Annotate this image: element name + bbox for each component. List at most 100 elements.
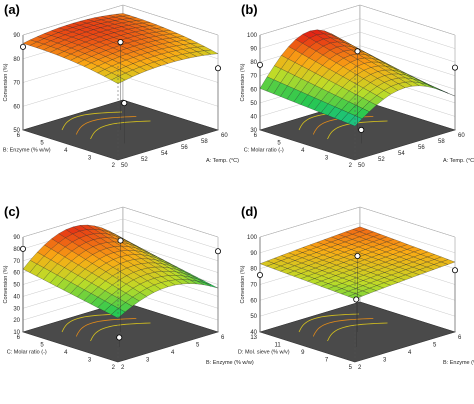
y-axis-label: D: Mol. sieve (% w/v) [238,350,290,356]
surface-facet [347,115,363,127]
z-tick-label: 70 [250,283,257,289]
z-tick-label: 90 [13,33,20,39]
x-tick-label: 2 [121,365,125,371]
z-tick-label: 90 [250,47,257,53]
z-tick-label: 70 [250,74,257,80]
z-tick-label: 50 [13,128,20,134]
z-tick-label: 50 [250,101,257,107]
x-tick-label: 54 [161,151,168,157]
x-tick-label: 56 [181,145,188,151]
x-tick-label: 6 [458,335,462,341]
y-tick-label: 4 [301,148,305,154]
x-tick-label: 4 [408,350,412,356]
x-axis-label: A: Temp. (°C) [206,158,239,164]
y-tick-label: 6 [254,133,258,139]
y-tick-label: 2 [349,163,353,169]
z-tick-label: 40 [250,330,257,336]
z-tick-label: 60 [250,298,257,304]
contour-line [61,111,123,131]
y-tick-label: 9 [301,350,305,356]
design-point-3 [19,43,26,50]
contour-line [90,322,151,342]
design-point-3 [451,267,458,274]
y-tick-label: 2 [112,163,116,169]
y-tick-label: 2 [112,365,116,371]
response-surface [22,224,219,319]
response-surface [259,226,456,300]
x-tick-label: 58 [438,139,445,145]
y-axis-label: B: Enzyme (% w/w) [3,148,51,154]
z-tick-label: 90 [250,251,257,257]
y-tick-label: 6 [17,133,21,139]
design-point-2 [256,61,263,68]
z-tick-label: 80 [13,247,20,253]
x-tick-label: 50 [121,163,128,169]
response-surface [259,29,456,127]
wall-gridline [259,206,456,238]
z-tick-label: 60 [13,271,20,277]
panel-label: (a) [4,2,20,17]
z-axis-label: Conversion (%) [240,265,246,303]
contour-line [327,120,388,140]
wall-gridline [22,206,219,238]
y-tick-label: 7 [325,358,329,364]
x-axis-label: B: Enzyme (% w/w) [206,360,254,366]
x-tick-label: 2 [358,365,362,371]
x-tick-label: 56 [418,145,425,151]
contour-line [75,318,137,337]
y-tick-label: 11 [275,343,282,349]
x-tick-label: 3 [383,358,387,364]
y-axis-label: C: Molar ratio (-) [7,350,47,356]
design-point-3 [214,248,221,255]
z-axis-label: Conversion (%) [240,63,246,101]
panel-label: (b) [241,2,258,17]
design-point-3 [451,64,458,71]
wall-gridline [259,4,456,36]
z-tick-label: 50 [13,283,20,289]
z-tick-label: 30 [13,306,20,312]
z-tick-label: 80 [250,267,257,273]
y-axis-label: C: Molar ratio (-) [244,148,284,154]
design-point-4 [116,334,123,341]
y-tick-label: 4 [64,350,68,356]
design-point-2 [256,272,263,279]
z-tick-label: 60 [13,104,20,110]
x-tick-label: 5 [196,343,200,349]
chart-panel-4: 40 50 60 70 80 90 100 Conversion (%) 2 3 4 5 6 B: Enz… [238,204,474,371]
wall-gridline [259,222,456,253]
x-tick-label: 58 [201,139,208,145]
x-tick-label: 50 [358,163,365,169]
z-tick-label: 100 [247,33,258,39]
y-tick-label: 5 [277,141,281,147]
contour-line [75,116,137,135]
z-tick-label: 100 [247,235,258,241]
y-tick-label: 5 [349,365,353,371]
y-tick-label: 3 [88,358,92,364]
design-point-1 [354,48,361,55]
z-tick-label: 80 [13,57,20,63]
x-axis-label: B: Enzyme (% w/w) [443,360,474,366]
wall-gridline [22,4,219,36]
z-tick-label: 90 [13,235,20,241]
contour-line [327,322,388,342]
z-tick-label: 40 [250,114,257,120]
x-tick-label: 60 [458,133,465,139]
design-point-4 [353,296,360,303]
chart-panel-3: 10 20 30 40 50 60 70 80 90 Conversion (%) 2 3 4 5 6 B: … [3,204,254,371]
z-tick-label: 30 [250,128,257,134]
y-tick-label: 6 [17,335,21,341]
design-point-1 [117,237,124,244]
response-surface [22,13,219,84]
y-tick-label: 3 [325,156,329,162]
z-tick-label: 20 [13,318,20,324]
wall-gridline [259,18,456,49]
x-tick-label: 52 [141,157,148,163]
contour-line [61,313,123,333]
design-point-2 [19,245,26,252]
design-point-2 [214,65,221,72]
x-tick-label: 52 [378,157,385,163]
design-point-4 [121,100,128,107]
z-tick-label: 60 [250,87,257,93]
